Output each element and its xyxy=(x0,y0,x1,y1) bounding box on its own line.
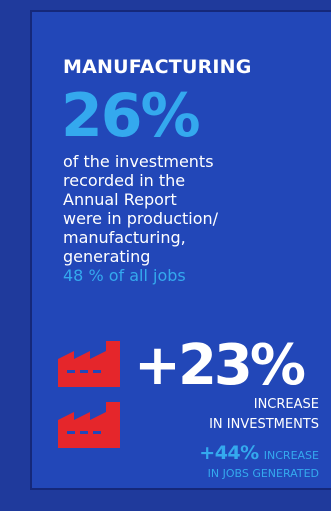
investments-increase-label: INCREASE xyxy=(253,397,319,412)
factory-icon xyxy=(58,341,120,387)
investment-share-percent: 26% xyxy=(61,81,201,151)
jobs-increase-sublabel: IN JOBS GENERATED xyxy=(207,467,319,480)
investments-increase-sublabel: IN INVESTMENTS xyxy=(209,417,319,432)
section-title: MANUFACTURING xyxy=(63,56,252,78)
description-line: manufacturing, xyxy=(63,228,186,247)
factory-icon xyxy=(58,402,120,448)
jobs-share-highlight: 48 % of all jobs xyxy=(63,266,186,285)
description-line: recorded in the xyxy=(63,171,186,190)
investments-increase-value: +23% xyxy=(134,333,306,398)
jobs-increase: +44% INCREASE xyxy=(199,444,319,463)
manufacturing-card xyxy=(30,10,331,490)
description-line: Annual Report xyxy=(63,190,177,209)
jobs-increase-value: +44% xyxy=(199,442,259,464)
investment-description: of the investments recorded in the Annua… xyxy=(63,152,293,285)
description-line: of the investments xyxy=(63,152,214,171)
description-line: generating xyxy=(63,247,151,266)
description-line: were in production/ xyxy=(63,209,219,228)
jobs-increase-label: INCREASE xyxy=(263,449,319,462)
